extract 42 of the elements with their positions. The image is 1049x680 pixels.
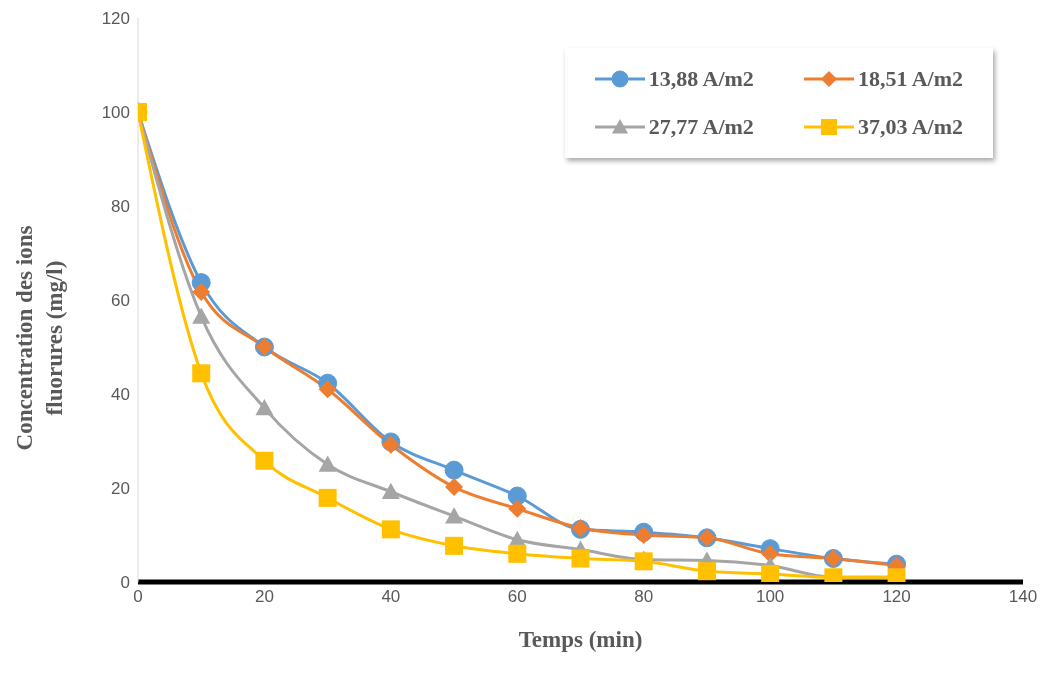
x-tick-label: 100 xyxy=(755,587,785,607)
point xyxy=(508,499,527,518)
x-tick-label: 60 xyxy=(507,587,527,607)
x-axis-title: Temps (min) xyxy=(518,627,643,652)
x-tick-label: 20 xyxy=(254,587,274,607)
point xyxy=(697,562,716,581)
x-tick-label: 40 xyxy=(381,587,401,607)
y-tick-label: 40 xyxy=(111,385,130,405)
point xyxy=(445,536,464,555)
point xyxy=(318,488,337,507)
legend-label: 13,88 A/m2 xyxy=(648,66,754,92)
x-tick-label: 120 xyxy=(882,587,911,607)
point xyxy=(318,455,337,472)
y-tick-label: 20 xyxy=(111,479,130,499)
y-axis-title: Concentration des ions fluorures (mg/l) xyxy=(11,224,68,453)
point xyxy=(381,482,400,499)
point xyxy=(634,552,653,571)
legend-label: 18,51 A/m2 xyxy=(857,66,963,92)
y-tick-label: 60 xyxy=(111,291,130,311)
point xyxy=(571,549,590,568)
point xyxy=(192,364,211,383)
y-tick-label: 120 xyxy=(101,9,130,29)
point xyxy=(445,478,464,497)
point xyxy=(445,507,464,524)
y-tick-label: 100 xyxy=(101,103,130,123)
point xyxy=(444,460,464,480)
point xyxy=(508,544,527,563)
point xyxy=(255,399,274,416)
point xyxy=(255,451,274,470)
point xyxy=(761,544,780,563)
point xyxy=(381,520,400,539)
legend-label: 37,03 A/m2 xyxy=(857,114,963,140)
legend-label: 27,77 A/m2 xyxy=(648,114,754,140)
y-tick-label: 0 xyxy=(120,573,130,593)
x-tick-label: 80 xyxy=(634,587,654,607)
point xyxy=(192,307,211,324)
x-tick-label: 0 xyxy=(133,587,143,607)
point xyxy=(761,565,780,582)
x-tick-label: 140 xyxy=(1008,587,1038,607)
point xyxy=(318,380,337,399)
point xyxy=(192,283,211,302)
y-tick-label: 80 xyxy=(111,197,130,217)
